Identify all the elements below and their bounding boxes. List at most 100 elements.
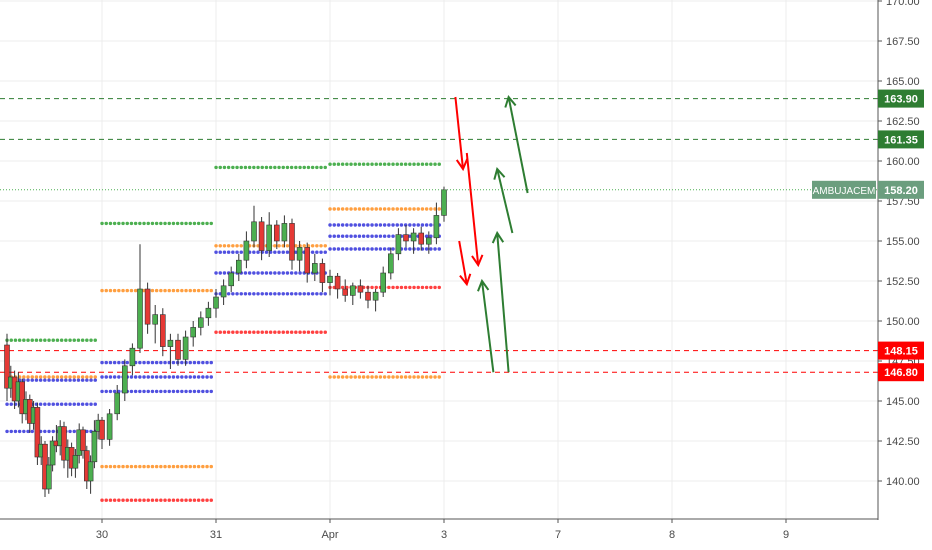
arrow-head [459, 273, 472, 287]
y-tick-label: 170.00 [886, 0, 920, 8]
candle-body [433, 215, 440, 239]
x-tick-label: 31 [210, 529, 222, 541]
candle-body [243, 240, 250, 261]
y-tick-label: 160.00 [886, 156, 920, 168]
candle-body [49, 440, 56, 466]
candle-body [87, 461, 94, 482]
candle [99, 417, 105, 449]
level-tag-value: 146.80 [884, 367, 918, 379]
candle-body [137, 288, 143, 349]
last-price-box [878, 180, 924, 199]
x-tick-label: 3 [441, 529, 447, 541]
level-tag-box [878, 341, 924, 360]
annotation-arrow [477, 278, 495, 373]
candle [289, 218, 295, 270]
candle [319, 258, 326, 293]
candle-body [342, 288, 349, 296]
y-tick-label: 145.00 [886, 396, 920, 408]
arrow-shaft [458, 240, 468, 285]
candle [228, 266, 234, 293]
annotation-arrows [454, 94, 529, 373]
time-axis[interactable]: 30 31 Apr 3 7 8 9 [96, 519, 789, 541]
candle [266, 212, 273, 257]
level-tag-box [878, 89, 924, 108]
arrow-head [504, 94, 517, 108]
candles [4, 186, 447, 497]
candle-body [190, 327, 196, 338]
price-axis[interactable]: 140.00142.50145.00147.50150.00152.50155.… [878, 0, 920, 488]
candle [334, 273, 341, 299]
candle [441, 186, 447, 222]
symbol-label: AMBUJACEM [813, 186, 876, 197]
candle-body [319, 263, 326, 283]
annotation-arrow [458, 240, 472, 287]
candle [49, 436, 56, 472]
candle-body [349, 285, 356, 296]
candle-body [410, 232, 417, 242]
candle [190, 321, 196, 347]
candle-body [441, 189, 447, 216]
last-price-value: 158.20 [884, 185, 918, 197]
candle [198, 311, 204, 336]
candle [281, 215, 288, 248]
candle [304, 242, 311, 283]
candle-body [205, 307, 212, 319]
candle [410, 228, 417, 254]
candle-body [372, 291, 379, 301]
candle [213, 289, 219, 318]
symbol-label-box [812, 180, 876, 199]
candle [122, 359, 128, 401]
candle-body [99, 419, 105, 440]
arrow-head [491, 230, 505, 244]
candle-body [160, 314, 166, 347]
dotted-pivot-levels [5, 162, 442, 502]
candle [243, 231, 250, 269]
candle [418, 226, 425, 251]
candle [372, 289, 379, 312]
last-price-marker: AMBUJACEM 158.20 [0, 180, 924, 199]
candle [4, 333, 10, 401]
level-tags: 163.90 161.35 148.15 146.80 [878, 89, 924, 382]
candle-body [403, 234, 409, 242]
y-tick-label: 142.50 [886, 436, 920, 448]
arrow-shaft [465, 152, 480, 266]
y-tick-label: 157.50 [886, 196, 920, 208]
annotation-arrow [504, 94, 529, 194]
candle [273, 220, 280, 249]
level-tag-value: 148.15 [884, 346, 918, 358]
arrow-head [471, 254, 484, 268]
y-tick-label: 150.00 [886, 316, 920, 328]
arrow-shaft [507, 96, 529, 194]
y-tick-label: 152.50 [886, 276, 920, 288]
candle [87, 455, 94, 494]
candle-body [19, 381, 26, 415]
candle [433, 202, 440, 245]
arrow-shaft [496, 232, 510, 373]
candle [152, 305, 158, 344]
candle [387, 247, 394, 280]
candle-body [72, 455, 79, 469]
x-tick-label: 9 [783, 529, 789, 541]
candle-body [106, 413, 113, 440]
candle [236, 253, 242, 281]
arrow-head [493, 166, 506, 180]
candle-body [182, 336, 189, 360]
candle [19, 378, 26, 424]
candle [349, 282, 356, 305]
level-tag-value: 163.90 [884, 94, 918, 106]
x-tick-label: 30 [96, 529, 108, 541]
candle [425, 231, 432, 254]
candle [34, 402, 41, 465]
candle [220, 279, 227, 305]
candle-body [334, 275, 341, 290]
candle [403, 225, 409, 248]
candle [296, 241, 303, 272]
candle-body [273, 224, 280, 242]
annotation-arrow [465, 152, 484, 268]
candle [357, 279, 364, 299]
candle-body [365, 291, 371, 301]
candle-body [311, 263, 318, 274]
candle [342, 279, 349, 302]
arrow-shaft [454, 96, 464, 170]
